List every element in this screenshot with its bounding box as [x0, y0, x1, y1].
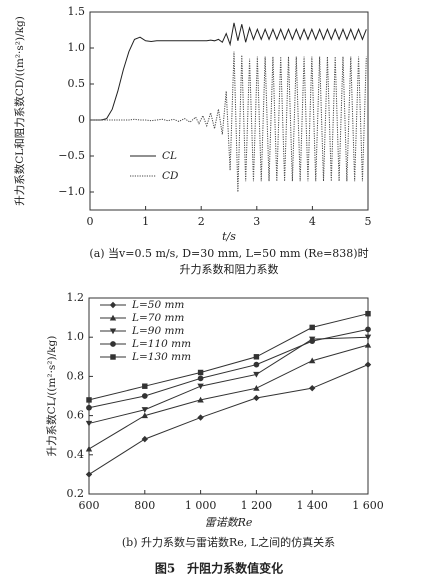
x-tick-label: 0 — [87, 215, 94, 228]
y-tick-label: 0.6 — [67, 409, 85, 422]
marker — [142, 383, 148, 389]
marker — [309, 338, 316, 344]
marker — [253, 384, 260, 391]
x-tick-label: 1 000 — [185, 499, 217, 512]
marker — [85, 471, 93, 478]
marker — [110, 354, 116, 360]
marker — [197, 414, 204, 421]
series-line — [90, 51, 367, 193]
x-tick-label: 600 — [79, 499, 100, 512]
marker — [364, 334, 372, 341]
x-axis-label: 雷诺数Re — [205, 516, 253, 529]
legend-label: CD — [162, 170, 179, 182]
marker — [253, 371, 260, 378]
y-tick-label: −0.5 — [58, 149, 85, 162]
y-tick-label: 1.5 — [68, 5, 86, 18]
series-line — [88, 364, 369, 475]
y-tick-label: 0.8 — [67, 369, 85, 382]
x-tick-label: 5 — [365, 215, 372, 228]
marker — [365, 326, 371, 333]
series-line — [88, 344, 369, 450]
series-line — [90, 22, 367, 121]
marker — [141, 435, 148, 443]
y-tick-label: 0 — [78, 113, 85, 126]
y-axis-label: 升力系数CL/((m²·s²)/kg) — [45, 336, 58, 457]
marker — [309, 324, 315, 331]
y-tick-label: 0.2 — [67, 487, 85, 500]
marker — [141, 412, 148, 419]
chart-subtitle: 升力系数和阻力系数 — [180, 263, 279, 276]
y-tick-label: 0.4 — [67, 448, 85, 461]
marker — [141, 407, 148, 413]
marker — [364, 341, 372, 348]
series-line — [88, 336, 369, 424]
marker — [253, 361, 260, 368]
y-tick-label: 1.2 — [67, 291, 85, 304]
chart-title: (a) 当v=0.5 m/s, D=30 mm, L=50 mm (Re=838… — [89, 246, 368, 260]
chart-title: (b) 升力系数与雷诺数Re, L之间的仿真关系 — [122, 535, 335, 549]
plot-frame — [88, 297, 369, 495]
x-axis-label: t/s — [222, 230, 236, 243]
marker — [109, 328, 117, 335]
marker — [253, 354, 260, 360]
marker — [197, 383, 204, 390]
marker — [364, 361, 372, 368]
marker — [85, 445, 93, 452]
x-tick-label: 800 — [134, 499, 155, 512]
figure-caption: 图5 升阻力系数值变化 — [155, 561, 283, 576]
marker — [86, 404, 92, 411]
x-tick-label: 1 200 — [241, 499, 273, 512]
marker — [110, 341, 116, 347]
y-tick-label: 0.5 — [68, 77, 86, 90]
x-tick-label: 4 — [309, 215, 316, 228]
legend-label: CL — [162, 150, 177, 162]
marker — [85, 420, 93, 427]
legend-label: L=90 mm — [131, 325, 184, 337]
x-tick-label: 2 — [198, 215, 205, 228]
marker — [141, 393, 148, 399]
marker — [109, 301, 117, 309]
y-tick-label: −1.0 — [58, 185, 85, 198]
x-tick-label: 3 — [253, 215, 260, 228]
marker — [109, 314, 117, 321]
x-tick-label: 1 400 — [296, 499, 328, 512]
marker — [253, 394, 260, 402]
y-tick-label: 1.0 — [67, 330, 85, 343]
marker — [309, 384, 316, 392]
plot-frame — [89, 11, 369, 211]
legend-label: L=110 mm — [131, 338, 191, 350]
marker — [86, 397, 92, 403]
x-tick-label: 1 600 — [352, 499, 384, 512]
y-axis-label: 升力系数CL和阻力系数CD/((m²·s²)/kg) — [13, 16, 26, 206]
series-line — [88, 313, 369, 401]
marker — [197, 396, 204, 403]
marker — [197, 369, 204, 376]
series-line — [88, 328, 369, 409]
legend-label: L=50 mm — [131, 299, 184, 311]
legend-label: L=70 mm — [131, 312, 184, 324]
marker — [365, 310, 371, 317]
x-tick-label: 1 — [142, 215, 149, 228]
y-tick-label: 1.0 — [68, 41, 86, 54]
legend-label: L=130 mm — [131, 351, 191, 363]
marker — [309, 357, 316, 364]
marker — [197, 375, 204, 382]
